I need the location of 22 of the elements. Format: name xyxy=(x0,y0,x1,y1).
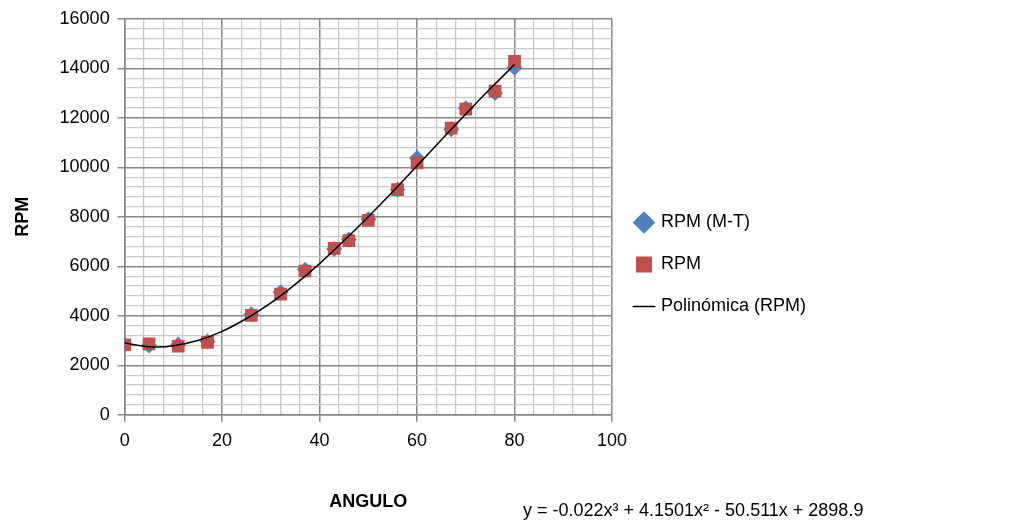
legend-label: Polinómica (RPM) xyxy=(661,295,807,316)
x-tick-label: 20 xyxy=(212,429,233,450)
y-tick-label: 4000 xyxy=(69,304,110,325)
x-tick-label: 80 xyxy=(504,429,525,450)
y-tick-label: 10000 xyxy=(59,156,110,177)
legend-label: RPM xyxy=(661,253,701,274)
y-tick-label: 6000 xyxy=(69,255,110,276)
x-tick-label: 0 xyxy=(119,429,130,450)
point xyxy=(508,55,521,68)
y-tick-label: 8000 xyxy=(69,205,110,226)
y-tick-label: 12000 xyxy=(59,106,110,127)
x-tick-label: 40 xyxy=(309,429,330,450)
y-tick-label: 14000 xyxy=(59,57,110,78)
text: y = -0.022x³ + 4.1501x² - 50.511x + 2898.9 xyxy=(523,500,864,521)
x-tick-label: 60 xyxy=(407,429,428,450)
y-tick-label: 16000 xyxy=(59,7,110,28)
y-tick-label: 0 xyxy=(99,403,110,424)
x-axis-title: ANGULO xyxy=(329,491,408,512)
x-tick-label: 100 xyxy=(596,429,628,450)
y-axis-title: RPM xyxy=(11,196,32,237)
y-tick-label: 2000 xyxy=(69,354,110,375)
legend-label: RPM (M-T) xyxy=(661,211,750,232)
